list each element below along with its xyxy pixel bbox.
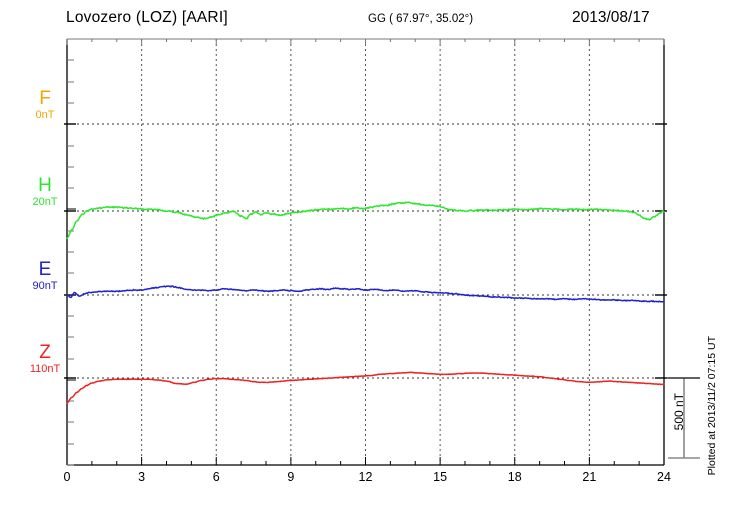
component-label-h: H 20nT	[15, 176, 75, 209]
grid-layer	[67, 39, 664, 465]
x-tick-label-12: 12	[358, 470, 373, 484]
x-tick-label-9: 9	[287, 470, 295, 484]
scale-bar	[664, 377, 700, 459]
component-letter-f: F	[39, 88, 51, 109]
plotted-timestamp: Plotted at 2013/11/2 07:15 UT	[706, 336, 718, 476]
data-traces	[66, 201, 665, 404]
geographic-coordinates: GG ( 67.97°, 35.02°)	[368, 13, 474, 25]
x-tick-label-15: 15	[433, 470, 448, 484]
component-label-f: F 0nT	[15, 89, 75, 122]
x-tick-label-18: 18	[507, 470, 522, 484]
component-amplitude-z: 110nT	[29, 363, 61, 375]
axis-ticks	[64, 38, 667, 466]
observation-date: 2013/08/17	[572, 9, 650, 26]
scale-bar-label: 500 nT	[672, 393, 686, 431]
component-letter-e: E	[38, 259, 52, 280]
x-tick-label-24: 24	[657, 470, 671, 484]
component-label-e: E 90nT	[15, 260, 75, 293]
page-title: Lovozero (LOZ) [AARI]	[66, 9, 228, 26]
component-letter-z: Z	[39, 342, 51, 363]
x-tick-label-21: 21	[582, 470, 597, 484]
component-label-z: Z 110nT	[15, 343, 75, 376]
component-amplitude-h: 20nT	[32, 196, 58, 208]
x-tick-label-3: 3	[138, 470, 146, 484]
x-tick-label-0: 0	[63, 470, 71, 484]
x-tick-label-6: 6	[212, 470, 220, 484]
component-amplitude-e: 90nT	[32, 280, 58, 292]
component-letter-h: H	[38, 175, 52, 196]
component-amplitude-f: 0nT	[35, 109, 55, 121]
